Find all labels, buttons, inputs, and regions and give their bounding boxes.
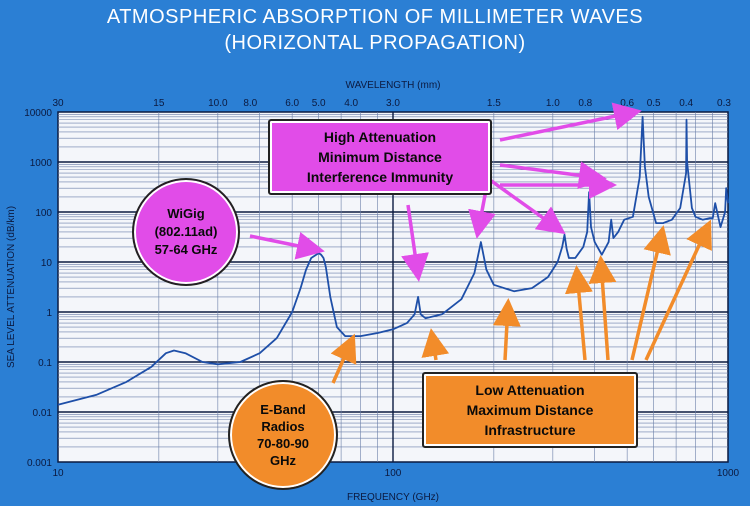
magenta-arrow bbox=[499, 102, 642, 142]
orange-arrow bbox=[588, 255, 617, 361]
attenuation-curve bbox=[57, 115, 729, 406]
wavelength-tick-label: 0.8 bbox=[578, 98, 592, 109]
y-axis-title: SEA LEVEL ATTENUATION (dB/km) bbox=[6, 206, 17, 368]
high-attenuation-text: High Attenuation Minimum Distance Interf… bbox=[306, 129, 454, 185]
orange-arrow bbox=[330, 333, 357, 384]
wigig-circle: WiGig (802.11ad) 57-64 GHz bbox=[132, 178, 240, 286]
wavelength-tick-label: 3.0 bbox=[386, 98, 400, 109]
magenta-arrow bbox=[468, 189, 496, 239]
high-attenuation-box: High Attenuation Minimum Distance Interf… bbox=[268, 119, 492, 195]
eband-circle: E-Band Radios 70-80-90 GHz bbox=[228, 380, 338, 490]
wavelength-tick-label: 1.5 bbox=[487, 98, 501, 109]
wavelength-tick-label: 1.0 bbox=[546, 98, 560, 109]
wavelength-tick-label: 0.6 bbox=[620, 98, 634, 109]
y-tick-label: 10 bbox=[41, 258, 53, 269]
chart-title-line1: ATMOSPHERIC ABSORPTION OF MILLIMETER WAV… bbox=[106, 6, 644, 28]
wavelength-tick-label: 5.0 bbox=[312, 98, 326, 109]
eband-text: E-Band Radios 70-80-90 GHz bbox=[256, 402, 310, 468]
magenta-arrow bbox=[249, 232, 325, 260]
y-tick-label: 1 bbox=[46, 308, 52, 319]
wavelength-tick-label: 0.3 bbox=[717, 98, 731, 109]
magenta-arrow bbox=[488, 178, 566, 235]
orange-arrow bbox=[564, 265, 593, 361]
y-tick-label: 10000 bbox=[24, 108, 52, 119]
chart-title-line2: (HORIZONTAL PROPAGATION) bbox=[224, 32, 526, 54]
wavelength-tick-label: 0.5 bbox=[647, 98, 661, 109]
y-tick-label: 100 bbox=[35, 208, 52, 219]
orange-arrow bbox=[644, 219, 712, 361]
wavelength-axis-title: WAVELENGTH (mm) bbox=[346, 80, 441, 91]
wavelength-tick-label: 15 bbox=[153, 98, 165, 109]
orange-arrow bbox=[421, 328, 450, 361]
y-tick-label: 0.1 bbox=[38, 358, 52, 369]
magenta-arrow bbox=[499, 161, 607, 190]
y-tick-label: 1000 bbox=[30, 158, 53, 169]
low-attenuation-box: Low Attenuation Maximum Distance Infrast… bbox=[422, 372, 638, 448]
orange-arrow bbox=[630, 225, 671, 361]
wavelength-tick-label: 10.0 bbox=[208, 98, 228, 109]
wavelength-tick-label: 4.0 bbox=[344, 98, 358, 109]
wavelength-tick-label: 30 bbox=[52, 98, 64, 109]
x-tick-label: 10 bbox=[52, 468, 64, 479]
x-tick-label: 1000 bbox=[717, 468, 740, 479]
wavelength-tick-label: 6.0 bbox=[285, 98, 299, 109]
wavelength-tick-label: 0.4 bbox=[679, 98, 693, 109]
low-attenuation-text: Low Attenuation Maximum Distance Infrast… bbox=[466, 382, 594, 438]
magenta-arrow bbox=[401, 204, 429, 282]
wavelength-tick-label: 8.0 bbox=[243, 98, 257, 109]
x-tick-label: 100 bbox=[385, 468, 402, 479]
y-tick-label: 0.01 bbox=[33, 408, 53, 419]
x-axis-title: FREQUENCY (GHz) bbox=[347, 492, 439, 503]
y-tick-label: 0.001 bbox=[27, 458, 52, 469]
wigig-text: WiGig (802.11ad) 57-64 GHz bbox=[154, 206, 218, 257]
orange-arrow bbox=[492, 298, 521, 361]
